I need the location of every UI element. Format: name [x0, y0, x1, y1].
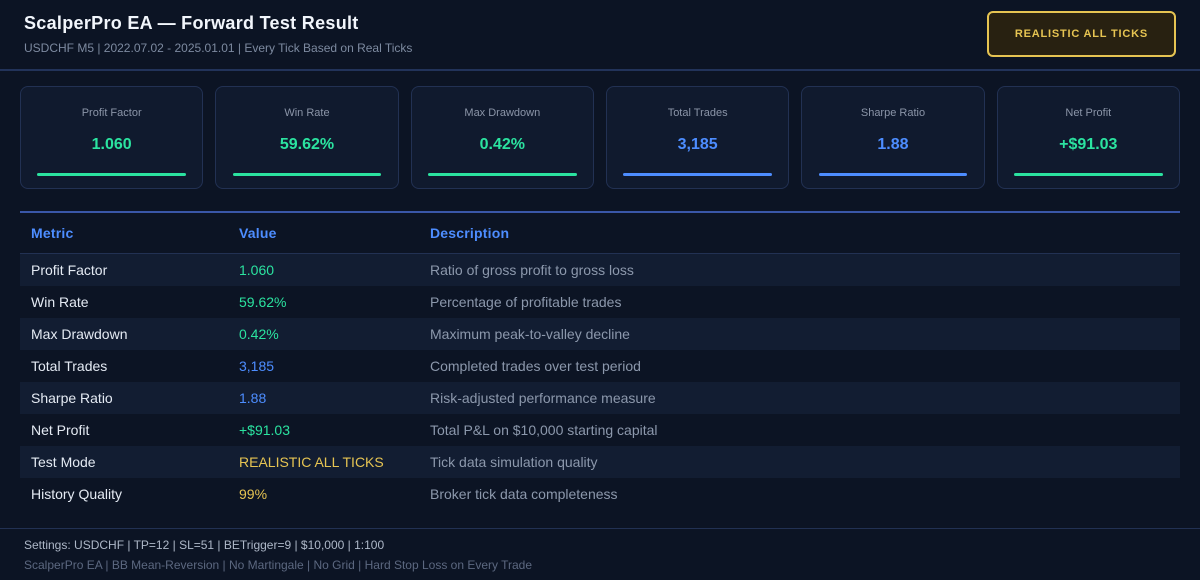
cell-value: 1.060: [239, 262, 275, 278]
column-header-metric: Metric: [31, 225, 74, 241]
stat-underline: [37, 173, 186, 176]
table-row: Max Drawdown 0.42% Maximum peak-to-valle…: [20, 318, 1180, 350]
table-row: Profit Factor 1.060 Ratio of gross profi…: [20, 254, 1180, 286]
header-text-block: ScalperPro EA — Forward Test Result USDC…: [24, 13, 412, 55]
cell-value: 99%: [239, 486, 268, 502]
stat-underline: [818, 173, 968, 176]
table-row: Test Mode REALISTIC ALL TICKS Tick data …: [20, 446, 1180, 478]
stat-value: 1.060: [91, 136, 132, 153]
table-row: History Quality 99% Broker tick data com…: [20, 478, 1180, 510]
cell-metric: Total Trades: [31, 358, 108, 374]
stat-value: +$91.03: [1059, 136, 1118, 153]
stat-card-net-profit: Net Profit +$91.03: [996, 86, 1180, 189]
stat-label: Profit Factor: [81, 107, 142, 119]
cell-metric: Profit Factor: [31, 262, 108, 278]
stat-value: 1.88: [877, 136, 909, 153]
metrics-table: Metric Value Description Profit Factor 1…: [20, 211, 1180, 510]
strategy-tagline: ScalperPro EA | BB Mean-Reversion | No M…: [24, 558, 533, 572]
cell-metric: Net Profit: [31, 422, 90, 438]
cell-metric: Test Mode: [31, 454, 96, 470]
stat-card-profit-factor: Profit Factor 1.060: [20, 86, 204, 189]
page-title: ScalperPro EA — Forward Test Result: [24, 12, 359, 33]
stat-card-sharpe-ratio: Sharpe Ratio 1.88: [801, 86, 985, 189]
cell-value: 59.62%: [239, 294, 287, 310]
cell-value: REALISTIC ALL TICKS: [239, 454, 384, 470]
cell-value: +$91.03: [239, 422, 290, 438]
footer: Settings: USDCHF | TP=12 | SL=51 | BETri…: [0, 528, 1200, 580]
cell-description: Maximum peak-to-valley decline: [430, 326, 630, 342]
stat-cards: Profit Factor 1.060 Win Rate 59.62% Max …: [20, 86, 1180, 189]
stat-underline: [232, 173, 382, 176]
stat-label: Win Rate: [284, 107, 330, 119]
cell-metric: Win Rate: [31, 294, 89, 310]
stat-underline: [1013, 173, 1163, 176]
cell-metric: Sharpe Ratio: [31, 390, 113, 406]
stat-underline: [427, 173, 577, 176]
stat-value: 0.42%: [479, 136, 525, 153]
stat-value: 59.62%: [279, 136, 335, 153]
stat-label: Net Profit: [1065, 107, 1112, 119]
test-mode-badge[interactable]: REALISTIC ALL TICKS: [986, 10, 1176, 57]
cell-metric: History Quality: [31, 486, 123, 502]
stat-underline: [623, 173, 772, 176]
stat-card-total-trades: Total Trades 3,185: [605, 86, 790, 189]
cell-description: Broker tick data completeness: [430, 486, 618, 502]
table-row: Sharpe Ratio 1.88 Risk-adjusted performa…: [20, 382, 1180, 414]
table-row: Win Rate 59.62% Percentage of profitable…: [20, 286, 1180, 318]
table-header-row: Metric Value Description: [20, 213, 1180, 254]
cell-metric: Max Drawdown: [31, 326, 128, 342]
stat-value: 3,185: [677, 136, 718, 153]
stat-label: Sharpe Ratio: [860, 107, 926, 119]
cell-value: 1.88: [239, 390, 267, 406]
cell-description: Ratio of gross profit to gross loss: [430, 262, 634, 278]
cell-description: Tick data simulation quality: [430, 454, 598, 470]
cell-description: Completed trades over test period: [430, 358, 641, 374]
table-row: Total Trades 3,185 Completed trades over…: [20, 350, 1180, 382]
stat-label: Total Trades: [667, 107, 728, 119]
stat-label: Max Drawdown: [464, 107, 541, 119]
stat-card-max-drawdown: Max Drawdown 0.42%: [410, 86, 594, 189]
column-header-value: Value: [239, 225, 277, 241]
cell-description: Percentage of profitable trades: [430, 294, 622, 310]
cell-description: Risk-adjusted performance measure: [430, 390, 656, 406]
cell-value: 3,185: [239, 358, 275, 374]
page-subtitle: USDCHF M5 | 2022.07.02 - 2025.01.01 | Ev…: [24, 40, 413, 55]
cell-value: 0.42%: [239, 326, 279, 342]
cell-description: Total P&L on $10,000 starting capital: [430, 422, 658, 438]
stat-card-win-rate: Win Rate 59.62%: [215, 86, 399, 189]
column-header-description: Description: [430, 225, 510, 241]
table-body: Profit Factor 1.060 Ratio of gross profi…: [20, 254, 1180, 510]
settings-summary: Settings: USDCHF | TP=12 | SL=51 | BETri…: [24, 538, 385, 552]
table-row: Net Profit +$91.03 Total P&L on $10,000 …: [20, 414, 1180, 446]
header: ScalperPro EA — Forward Test Result USDC…: [0, 0, 1200, 71]
